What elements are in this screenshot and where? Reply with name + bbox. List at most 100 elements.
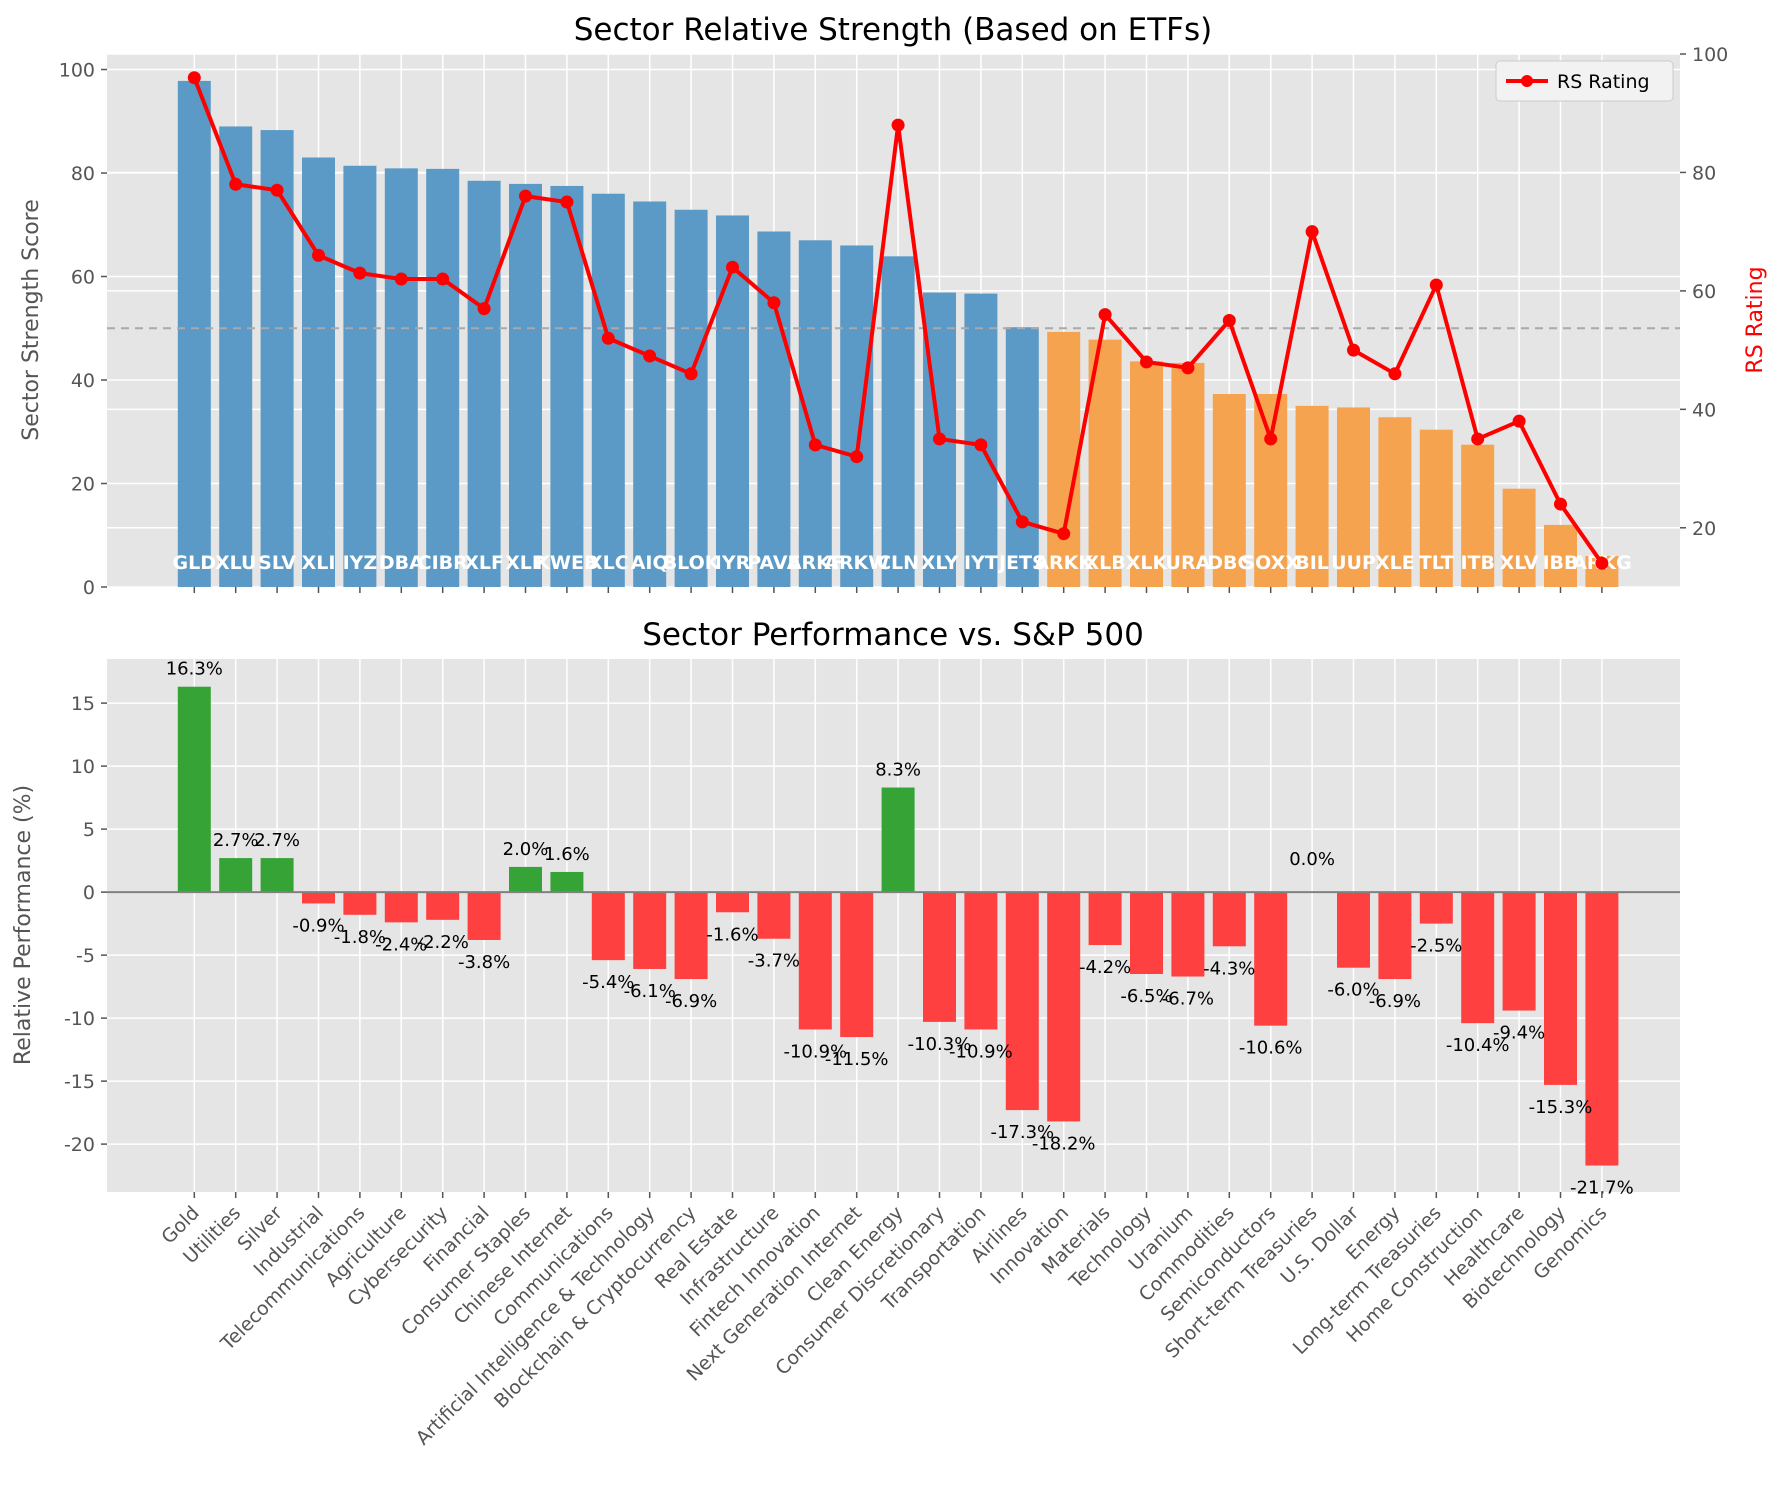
rs-rating-point [850, 450, 864, 464]
strength-chart: Sector Relative Strength (Based on ETFs)… [19, 12, 1768, 599]
strength-bar [509, 183, 542, 587]
value-label: 2.0% [503, 839, 549, 860]
performance-bar [591, 892, 625, 961]
performance-bars [177, 686, 1619, 1166]
performance-bar [1502, 892, 1536, 1011]
ticker-label: SOXX [1241, 552, 1300, 574]
strength-bar [1295, 405, 1329, 587]
rs-rating-point [808, 438, 822, 452]
performance-bar [1005, 892, 1039, 1111]
strength-bar [302, 157, 335, 587]
performance-bar [1254, 892, 1288, 1026]
ticker-label: XLU [215, 552, 257, 574]
strength-chart-title: Sector Relative Strength (Based on ETFs) [574, 12, 1213, 48]
sector-x-ticks: GoldUtilitiesSilverIndustrialTelecommuni… [157, 1192, 1611, 1450]
rs-rating-points [187, 71, 1609, 570]
performance-bar [1337, 892, 1370, 968]
rs-rating-point [684, 367, 698, 381]
y-tick-label: 20 [71, 474, 95, 496]
strength-x-ticks [193, 587, 1603, 593]
performance-bar [881, 787, 915, 893]
rs-rating-point [1015, 515, 1029, 529]
performance-bar [1461, 892, 1495, 1024]
performance-bar [467, 892, 501, 940]
y-tick-label: -20 [64, 1134, 95, 1156]
legend-box [1495, 60, 1674, 102]
strength-bar [1502, 488, 1536, 587]
ticker-label: XLF [464, 552, 504, 574]
ticker-label: XLY [921, 552, 959, 574]
rs-rating-point [1429, 278, 1443, 292]
value-label: -6.5% [1120, 986, 1172, 1007]
performance-bar [1047, 892, 1081, 1122]
value-label: -0.9% [292, 915, 344, 936]
rs-rating-point [643, 349, 657, 363]
ticker-label: AIQ [631, 552, 669, 574]
ticker-label: URA [1166, 552, 1211, 574]
rs-rating-point [1057, 527, 1071, 541]
rs-rating-point [187, 71, 201, 85]
strength-y-axis-label: Sector Strength Score [19, 199, 44, 441]
value-label: -3.7% [748, 951, 800, 972]
rs-rating-point [1554, 497, 1567, 511]
performance-bar [302, 892, 335, 904]
strength-bar [1419, 429, 1453, 587]
y-tick-label: 60 [71, 267, 95, 289]
performance-bar [964, 892, 998, 1030]
y2-tick-label: 100 [1692, 44, 1728, 66]
ticker-label: ARKF [787, 552, 844, 574]
performance-bar [219, 858, 253, 893]
rs-rating-point [767, 296, 781, 310]
rs-rating-point [891, 118, 905, 132]
performance-bar [177, 686, 211, 893]
strength-bar [177, 80, 211, 587]
ticker-label: TLT [1419, 552, 1454, 574]
strength-bar [798, 240, 832, 587]
performance-bar [384, 892, 418, 923]
performance-bar [1171, 892, 1205, 977]
performance-plot-area [107, 659, 1680, 1192]
value-label: -9.4% [1493, 1023, 1545, 1044]
value-label: -10.3% [908, 1034, 972, 1055]
ticker-label: IYT [964, 552, 998, 574]
strength-bar [840, 245, 874, 588]
rs-rating-point [477, 302, 491, 316]
performance-value-labels: 16.3% 2.7%2.7% -0.9%-1.8%-2.4%-2.2%-3.8% 2.… [166, 659, 1634, 1199]
strength-bar [1378, 417, 1412, 587]
rs-y-axis-label: RS Rating [1743, 266, 1768, 373]
rs-rating-point [229, 177, 243, 191]
y-tick-label: 100 [59, 60, 95, 82]
performance-bar [1088, 892, 1122, 946]
value-label: 2.7% [213, 830, 259, 851]
strength-bar [1171, 362, 1205, 587]
value-label: -11.5% [825, 1049, 889, 1070]
strength-bar [633, 201, 667, 587]
value-label: 1.6% [544, 844, 590, 865]
rs-rating-point [1471, 432, 1485, 446]
performance-bar [343, 892, 377, 915]
performance-bar [633, 892, 667, 969]
ticker-label: IYZ [343, 552, 378, 574]
ticker-label: BIL [1295, 552, 1329, 574]
rs-rating-point [353, 266, 367, 280]
rs-rating-point [1347, 343, 1360, 357]
performance-bar [1585, 892, 1619, 1166]
value-label: -1.8% [334, 927, 386, 948]
value-label: 0.0% [1289, 849, 1335, 870]
strength-bar [1130, 361, 1163, 587]
rs-rating-point [1098, 308, 1112, 322]
performance-bar [550, 871, 584, 893]
strength-bar [260, 130, 294, 587]
y2-tick-label: 60 [1692, 281, 1716, 303]
y-tick-label: -5 [76, 945, 95, 967]
strength-bar [426, 168, 460, 587]
value-label: -5.4% [582, 972, 634, 993]
legend: RS Rating [1495, 60, 1674, 102]
ticker-label: DBA [379, 552, 424, 574]
performance-bar [1378, 892, 1412, 980]
strength-bar [1047, 331, 1081, 587]
value-label: -18.2% [1032, 1133, 1096, 1154]
ticker-label: XLI [302, 552, 336, 574]
